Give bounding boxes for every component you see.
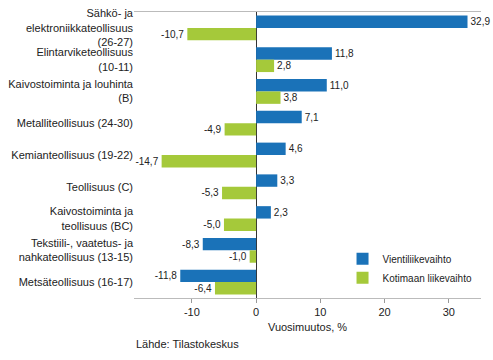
svg-text:Kemianteollisuus (19-22): Kemianteollisuus (19-22) [11,149,133,161]
svg-text:Kotimaan liikevaihto: Kotimaan liikevaihto [383,273,472,284]
svg-text:7,1: 7,1 [305,112,319,123]
svg-text:-5,0: -5,0 [203,219,221,230]
svg-text:-11,8: -11,8 [155,270,177,281]
svg-text:2,3: 2,3 [274,207,288,218]
svg-text:30: 30 [443,306,455,318]
svg-text:-14,7: -14,7 [135,156,158,167]
svg-text:3,3: 3,3 [280,175,294,186]
svg-text:Metsäteollisuus (16-17): Metsäteollisuus (16-17) [19,276,133,288]
svg-text:-10,7: -10,7 [161,29,184,40]
svg-text:Kaivostoiminta ja louhinta(B): Kaivostoiminta ja louhinta(B) [8,78,134,104]
svg-text:-8,3: -8,3 [182,239,200,250]
svg-text:11,8: 11,8 [335,48,354,59]
svg-text:0: 0 [253,306,259,318]
svg-text:-5,3: -5,3 [201,187,219,198]
svg-text:Sähkö- jaelektroniikkateollisu: Sähkö- jaelektroniikkateollisuus(26-27) [26,7,134,48]
svg-text:Metalliteollisuus (24-30): Metalliteollisuus (24-30) [17,117,133,129]
svg-text:Vuosimuutos, %: Vuosimuutos, % [268,321,347,333]
svg-text:Teollisuus (C): Teollisuus (C) [66,181,133,193]
svg-text:11,0: 11,0 [330,80,349,91]
svg-text:32,9: 32,9 [471,16,491,27]
svg-text:Tekstiili-, vaatetus- janahkat: Tekstiili-, vaatetus- janahkateollisuus … [19,237,134,263]
svg-text:20: 20 [378,306,390,318]
svg-text:Kaivostoiminta jateollisuus (B: Kaivostoiminta jateollisuus (BC) [50,205,134,231]
svg-text:Vientiliikevaihto: Vientiliikevaihto [383,254,452,265]
svg-text:-4,9: -4,9 [204,124,222,135]
svg-text:Lähde: Tilastokeskus: Lähde: Tilastokeskus [136,338,239,350]
svg-text:4,6: 4,6 [289,143,303,154]
svg-text:-1,0: -1,0 [229,251,247,262]
svg-text:2,8: 2,8 [277,60,291,71]
svg-text:10: 10 [314,306,326,318]
svg-text:-10: -10 [184,306,200,318]
svg-text:3,8: 3,8 [284,92,298,103]
svg-text:Elintarviketeollisuus(10-11): Elintarviketeollisuus(10-11) [36,46,133,72]
svg-text:-6,4: -6,4 [194,283,212,294]
